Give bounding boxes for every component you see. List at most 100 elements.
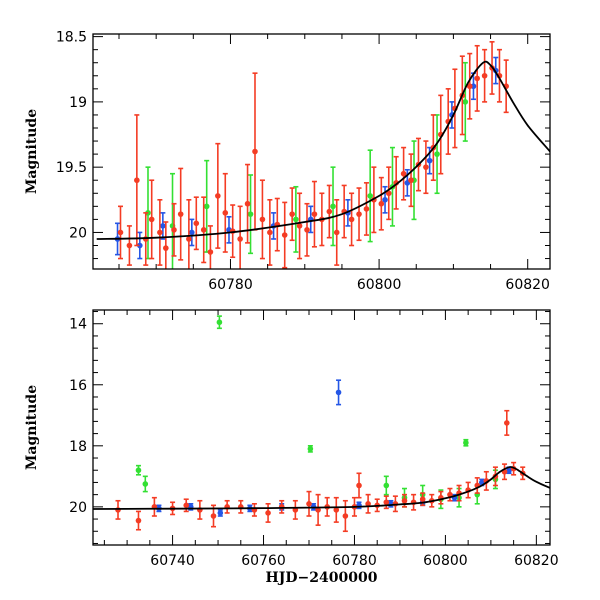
top-y-tick-label: 18.5 — [56, 30, 87, 46]
bottom-red-data-point — [115, 499, 121, 520]
top-model-curve — [96, 60, 550, 240]
bottom-red-data-point — [197, 499, 203, 520]
bottom-y-axis-label: Magnitude — [24, 385, 40, 470]
bottom-red-data-point — [183, 498, 190, 513]
bottom-red-data-point — [237, 499, 244, 514]
bottom-red-data-point — [365, 493, 371, 514]
top-red-data-point — [274, 197, 281, 252]
bottom-red-data-point — [504, 409, 510, 436]
bottom-red-data-point — [135, 510, 142, 531]
bottom-red-data-point — [292, 499, 299, 520]
top-plot-frame — [92, 33, 551, 270]
bottom-clipped-data — [93, 315, 550, 533]
top-red-data-point — [393, 155, 399, 210]
top-data-layer — [96, 41, 550, 269]
top-red-data-point — [193, 196, 200, 251]
bottom-red-data-point — [251, 502, 258, 517]
bottom-x-axis-label: HJD−2400000 — [266, 570, 378, 586]
bottom-red-data-point — [383, 495, 390, 510]
top-green-data-point — [462, 61, 469, 142]
top-green-data-point — [367, 149, 373, 243]
top-red-data-point — [163, 221, 169, 269]
bottom-green-data-point — [216, 315, 223, 330]
bottom-y-tick-label: 16 — [69, 378, 87, 394]
bottom-data-layer — [93, 315, 550, 533]
top-red-data-point — [311, 180, 318, 248]
top-red-data-point — [400, 146, 407, 201]
top-red-data-point — [186, 199, 192, 269]
top-red-data-point — [237, 205, 243, 269]
top-red-data-point — [252, 72, 258, 231]
top-red-data-point — [134, 114, 140, 247]
bottom-plot-frame — [92, 309, 551, 546]
top-y-axis-label: Magnitude — [24, 109, 40, 194]
bottom-red-data-point — [333, 496, 340, 523]
top-y-tick-label: 19.5 — [56, 160, 87, 176]
bottom-red-data-point — [447, 487, 453, 502]
top-red-data-point — [267, 199, 273, 266]
bottom-x-tick-label: 60740 — [150, 553, 195, 569]
top-red-data-point — [466, 52, 473, 120]
top-red-data-point — [157, 199, 163, 266]
top-red-data-point — [326, 184, 333, 239]
bottom-red-data-point — [151, 496, 158, 517]
top-red-data-point — [177, 167, 184, 261]
top-green-data-point — [434, 114, 440, 195]
top-blue-data-point — [160, 212, 166, 240]
top-red-data-point — [333, 199, 340, 266]
top-red-data-point — [356, 187, 362, 242]
top-red-data-point — [126, 225, 133, 266]
top-red-data-point — [341, 184, 347, 239]
bottom-red-data-point — [356, 472, 362, 499]
bottom-red-data-point — [474, 477, 481, 494]
top-y-tick-label: 19 — [69, 95, 87, 111]
top-red-data-point — [481, 48, 488, 103]
bottom-red-data-point — [438, 490, 444, 505]
top-red-data-point — [296, 192, 303, 260]
top-red-data-point — [385, 166, 392, 221]
top-blue-data-point — [137, 231, 143, 260]
top-clipped-data — [96, 41, 550, 269]
bottom-tick-marks — [93, 310, 550, 545]
bottom-red-data-point — [501, 463, 508, 481]
bottom-panel: 60740 60760 60780 60800 60820 14 16 18 20 Magnit… — [24, 309, 559, 586]
bottom-blue-data-point — [217, 509, 224, 517]
bottom-y-tick-label: 14 — [69, 317, 87, 333]
bottom-red-data-point — [224, 499, 230, 514]
bottom-red-data-point — [265, 502, 271, 523]
bottom-green-data-point — [463, 438, 469, 447]
top-green-data-point — [293, 185, 299, 253]
bottom-green-data-point — [307, 445, 314, 453]
bottom-x-tick-label: 60780 — [332, 553, 377, 569]
top-x-tick-label: 60820 — [505, 277, 550, 293]
top-green-data-point — [330, 166, 336, 247]
bottom-y-tick-label: 20 — [69, 500, 87, 516]
top-red-data-point — [281, 201, 288, 269]
bottom-red-data-point — [410, 493, 417, 511]
top-red-data-point — [423, 140, 429, 195]
top-tick-labels: 60780 60800 60820 18.5 19 19.5 20 — [56, 30, 550, 293]
top-red-data-point — [304, 202, 310, 257]
bottom-x-tick-label: 60820 — [514, 553, 559, 569]
top-red-data-point — [259, 179, 266, 260]
top-red-data-point — [171, 202, 177, 257]
top-red-data-point — [117, 205, 124, 260]
bottom-x-tick-label: 60800 — [423, 553, 468, 569]
top-red-data-point — [222, 172, 229, 253]
top-red-data-point — [348, 192, 355, 247]
top-red-data-point — [474, 44, 480, 112]
top-x-tick-label: 60800 — [357, 277, 402, 293]
top-red-data-point — [148, 179, 155, 260]
top-red-data-point — [496, 48, 503, 103]
top-red-data-point — [215, 142, 221, 249]
bottom-green-data-point — [135, 464, 142, 476]
bottom-red-data-point — [342, 499, 349, 533]
top-green-data-point — [247, 174, 254, 255]
top-blue-data-point — [382, 185, 388, 214]
bottom-red-data-point — [315, 493, 321, 526]
top-green-data-point — [203, 159, 210, 253]
bottom-x-tick-label: 60760 — [241, 553, 286, 569]
bottom-green-data-point — [142, 475, 149, 493]
bottom-blue-data-point — [335, 379, 342, 406]
